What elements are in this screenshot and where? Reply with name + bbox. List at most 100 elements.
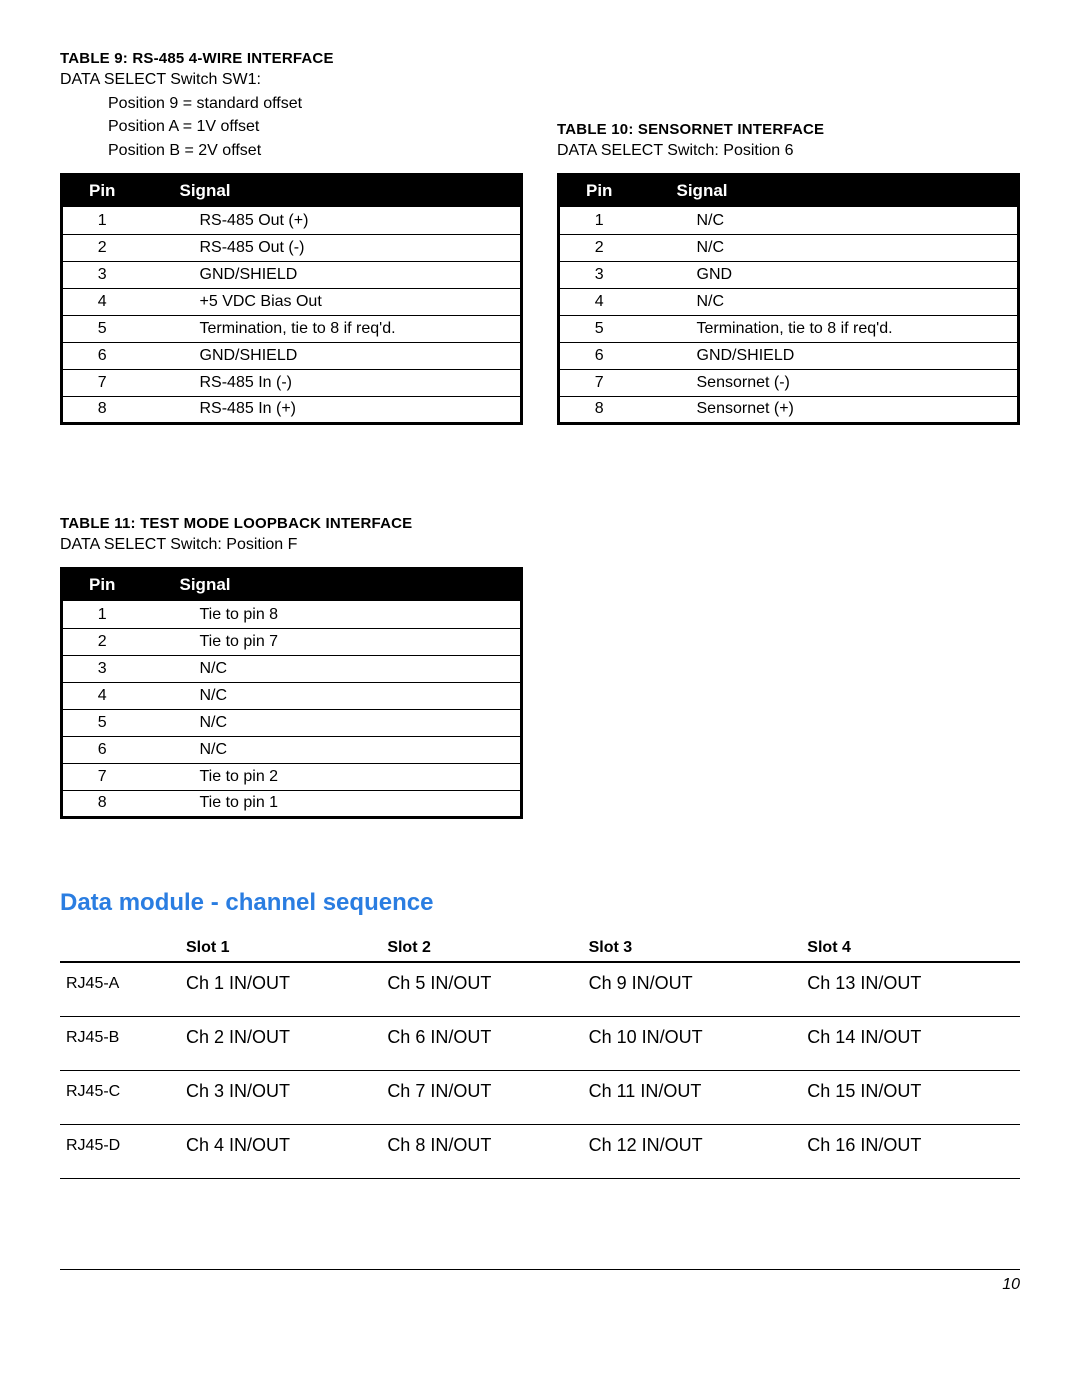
sequence-cell: Ch 8 IN/OUT (381, 1124, 582, 1178)
signal-cell: Tie to pin 2 (172, 763, 522, 790)
table11-block: TABLE 11: TEST MODE LOOPBACK INTERFACE D… (60, 515, 523, 819)
table-row: 7Tie to pin 2 (62, 763, 522, 790)
table9-title: TABLE 9: RS-485 4-WIRE INTERFACE (60, 50, 523, 67)
table10-block: TABLE 10: SENSORNET INTERFACE DATA SELEC… (557, 121, 1020, 425)
pin-cell: 8 (62, 790, 172, 817)
table-row: 6GND/SHIELD (62, 342, 522, 369)
signal-cell: Tie to pin 7 (172, 628, 522, 655)
sequence-header-slot1: Slot 1 (180, 935, 381, 962)
signal-cell: RS-485 In (+) (172, 396, 522, 423)
sequence-cell: Ch 13 IN/OUT (801, 962, 1020, 1017)
signal-cell: RS-485 Out (-) (172, 234, 522, 261)
table-row: 3GND/SHIELD (62, 261, 522, 288)
table9-body: 1RS-485 Out (+)2RS-485 Out (-)3GND/SHIEL… (62, 207, 522, 423)
table-row: 8Tie to pin 1 (62, 790, 522, 817)
table11-title: TABLE 11: TEST MODE LOOPBACK INTERFACE (60, 515, 523, 532)
sequence-header-slot4: Slot 4 (801, 935, 1020, 962)
signal-cell: N/C (669, 207, 1019, 234)
sequence-cell: Ch 4 IN/OUT (180, 1124, 381, 1178)
sequence-row: RJ45-CCh 3 IN/OUTCh 7 IN/OUTCh 11 IN/OUT… (60, 1070, 1020, 1124)
pin-cell: 5 (559, 315, 669, 342)
sequence-cell: Ch 15 IN/OUT (801, 1070, 1020, 1124)
sequence-header-blank (60, 935, 180, 962)
table9-block: TABLE 9: RS-485 4-WIRE INTERFACE DATA SE… (60, 50, 523, 425)
table-row: 4N/C (62, 682, 522, 709)
table9-pos1: Position A = 1V offset (60, 116, 523, 138)
pin-cell: 3 (559, 261, 669, 288)
signal-cell: RS-485 In (-) (172, 369, 522, 396)
pin-cell: 3 (62, 261, 172, 288)
table9-sub: DATA SELECT Switch SW1: (60, 69, 523, 91)
pin-cell: 1 (62, 207, 172, 234)
table11-body: 1Tie to pin 82Tie to pin 73N/C4N/C5N/C6N… (62, 601, 522, 817)
pin-cell: 4 (62, 682, 172, 709)
sequence-row-label: RJ45-C (60, 1070, 180, 1124)
sequence-cell: Ch 2 IN/OUT (180, 1016, 381, 1070)
pin-cell: 6 (559, 342, 669, 369)
table-row: 3GND (559, 261, 1019, 288)
pin-cell: 3 (62, 655, 172, 682)
signal-cell: N/C (172, 736, 522, 763)
table11-header-pin: Pin (62, 569, 172, 602)
pin-cell: 7 (559, 369, 669, 396)
pin-cell: 6 (62, 736, 172, 763)
table11-header-signal: Signal (172, 569, 522, 602)
mid-row: TABLE 11: TEST MODE LOOPBACK INTERFACE D… (60, 515, 1020, 819)
table-row: 1RS-485 Out (+) (62, 207, 522, 234)
table11: Pin Signal 1Tie to pin 82Tie to pin 73N/… (60, 567, 523, 819)
table10-header-pin: Pin (559, 175, 669, 208)
sequence-title: Data module - channel sequence (60, 889, 1020, 917)
sequence-row: RJ45-DCh 4 IN/OUTCh 8 IN/OUTCh 12 IN/OUT… (60, 1124, 1020, 1178)
pin-cell: 5 (62, 315, 172, 342)
pin-cell: 1 (62, 601, 172, 628)
table9-header-signal: Signal (172, 175, 522, 208)
top-row: TABLE 9: RS-485 4-WIRE INTERFACE DATA SE… (60, 50, 1020, 425)
pin-cell: 2 (62, 234, 172, 261)
sequence-header-slot2: Slot 2 (381, 935, 582, 962)
signal-cell: GND/SHIELD (172, 342, 522, 369)
table-row: 6N/C (62, 736, 522, 763)
signal-cell: Tie to pin 8 (172, 601, 522, 628)
sequence-cell: Ch 5 IN/OUT (381, 962, 582, 1017)
sequence-cell: Ch 6 IN/OUT (381, 1016, 582, 1070)
sequence-cell: Ch 10 IN/OUT (583, 1016, 802, 1070)
table-row: 4+5 VDC Bias Out (62, 288, 522, 315)
table-row: 1N/C (559, 207, 1019, 234)
pin-cell: 1 (559, 207, 669, 234)
sequence-cell: Ch 16 IN/OUT (801, 1124, 1020, 1178)
table10-title: TABLE 10: SENSORNET INTERFACE (557, 121, 1020, 138)
table9: Pin Signal 1RS-485 Out (+)2RS-485 Out (-… (60, 173, 523, 425)
sequence-cell: Ch 12 IN/OUT (583, 1124, 802, 1178)
table11-sub: DATA SELECT Switch: Position F (60, 534, 523, 556)
signal-cell: Termination, tie to 8 if req'd. (669, 315, 1019, 342)
sequence-body: RJ45-ACh 1 IN/OUTCh 5 IN/OUTCh 9 IN/OUTC… (60, 962, 1020, 1179)
pin-cell: 8 (62, 396, 172, 423)
table9-pos2: Position B = 2V offset (60, 140, 523, 162)
pin-cell: 7 (62, 369, 172, 396)
signal-cell: Termination, tie to 8 if req'd. (172, 315, 522, 342)
table-row: 2RS-485 Out (-) (62, 234, 522, 261)
sequence-cell: Ch 3 IN/OUT (180, 1070, 381, 1124)
sequence-cell: Ch 9 IN/OUT (583, 962, 802, 1017)
sequence-cell: Ch 7 IN/OUT (381, 1070, 582, 1124)
page: TABLE 9: RS-485 4-WIRE INTERFACE DATA SE… (0, 0, 1080, 1397)
sequence-table: Slot 1 Slot 2 Slot 3 Slot 4 RJ45-ACh 1 I… (60, 935, 1020, 1179)
signal-cell: RS-485 Out (+) (172, 207, 522, 234)
signal-cell: Sensornet (+) (669, 396, 1019, 423)
sequence-header-row: Slot 1 Slot 2 Slot 3 Slot 4 (60, 935, 1020, 962)
sequence-row-label: RJ45-A (60, 962, 180, 1017)
sequence-cell: Ch 14 IN/OUT (801, 1016, 1020, 1070)
sequence-cell: Ch 11 IN/OUT (583, 1070, 802, 1124)
signal-cell: +5 VDC Bias Out (172, 288, 522, 315)
table-row: 2N/C (559, 234, 1019, 261)
table-row: 6GND/SHIELD (559, 342, 1019, 369)
table-row: 3N/C (62, 655, 522, 682)
signal-cell: N/C (172, 682, 522, 709)
pin-cell: 5 (62, 709, 172, 736)
pin-cell: 8 (559, 396, 669, 423)
table9-header-pin: Pin (62, 175, 172, 208)
table-row: 5Termination, tie to 8 if req'd. (559, 315, 1019, 342)
table9-pos0: Position 9 = standard offset (60, 93, 523, 115)
pin-cell: 7 (62, 763, 172, 790)
pin-cell: 4 (62, 288, 172, 315)
